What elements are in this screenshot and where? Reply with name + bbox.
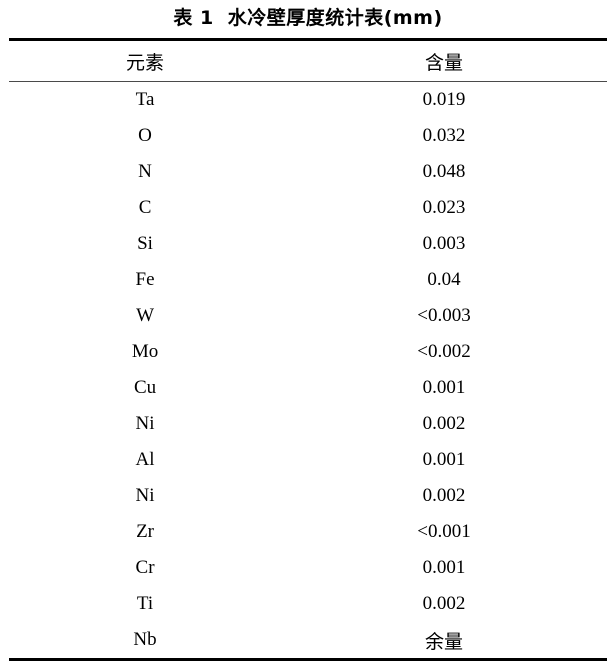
cell-content: 0.002 [422,413,466,434]
caption-title: 水冷壁厚度统计表(mm) [227,7,443,29]
cell-content: 0.032 [422,125,466,146]
cell-element: Mo [131,341,159,362]
cell-content: 0.04 [427,269,461,290]
table-caption: 表 1 水冷壁厚度统计表(mm) [0,0,616,38]
cell-content: <0.002 [417,341,471,362]
composition-table: 元素 含量 [9,41,607,81]
cell-element: Ni [135,485,155,506]
cell-content: 0.001 [422,449,466,470]
table-head: 元素 含量 [9,41,607,81]
cell-content: 0.002 [422,485,466,506]
table-row: Al 0.001 [9,442,607,478]
table-header-row: 元素 含量 [9,41,607,81]
cell-element: Fe [135,269,155,290]
table-row: Zr <0.001 [9,514,607,550]
cell-element: O [138,125,152,146]
caption-label-number: 表 1 [173,7,213,29]
caption-number: 1 [199,7,214,29]
cell-element: Zr [136,521,154,542]
cell-element: Ta [135,89,155,110]
cell-content: <0.003 [417,305,471,326]
composition-table-body: Ta 0.019 O 0.032 N 0.048 C 0.023 Si 0. [9,82,607,658]
cell-content: 0.023 [422,197,466,218]
cell-content: 余量 [425,630,464,653]
table-rule-bottom [9,658,607,661]
cell-content: 0.001 [422,557,466,578]
table-row: Mo <0.002 [9,334,607,370]
table-body-area: 元素 含量 Ta 0.019 O 0.032 [9,38,607,661]
table-row: Fe 0.04 [9,262,607,298]
table-row: Ni 0.002 [9,478,607,514]
table-row: C 0.023 [9,190,607,226]
table-row: N 0.048 [9,154,607,190]
cell-element: Cu [133,377,157,398]
cell-content: 0.003 [422,233,466,254]
table-row: Cr 0.001 [9,550,607,586]
cell-content: 0.048 [422,161,466,182]
cell-content: 0.002 [422,593,466,614]
table-row: O 0.032 [9,118,607,154]
cell-element: Cr [135,557,155,578]
cell-element: C [138,197,152,218]
table-row: Cu 0.001 [9,370,607,406]
table-row: W <0.003 [9,298,607,334]
table-rule-header [9,81,607,82]
table-rule-top [9,38,607,41]
cell-element: Si [137,233,153,254]
cell-element: W [136,305,154,326]
cell-element: Ni [135,413,155,434]
cell-content: 0.001 [422,377,466,398]
table-row: Si 0.003 [9,226,607,262]
cell-content: 0.019 [422,89,466,110]
table-row: Ti 0.002 [9,586,607,622]
column-header-element: 元素 [126,51,165,74]
cell-element: N [138,161,152,182]
cell-element: Al [135,449,155,470]
table-row: Nb 余量 [9,622,607,658]
column-header-content: 含量 [425,51,464,74]
table-row: Ta 0.019 [9,82,607,118]
cell-content: <0.001 [417,521,471,542]
cell-element: Nb [133,629,157,650]
caption-label: 表 [173,7,193,29]
table-body: Ta 0.019 O 0.032 N 0.048 C 0.023 Si 0. [9,82,607,658]
cell-element: Ti [136,593,154,614]
table-row: Ni 0.002 [9,406,607,442]
